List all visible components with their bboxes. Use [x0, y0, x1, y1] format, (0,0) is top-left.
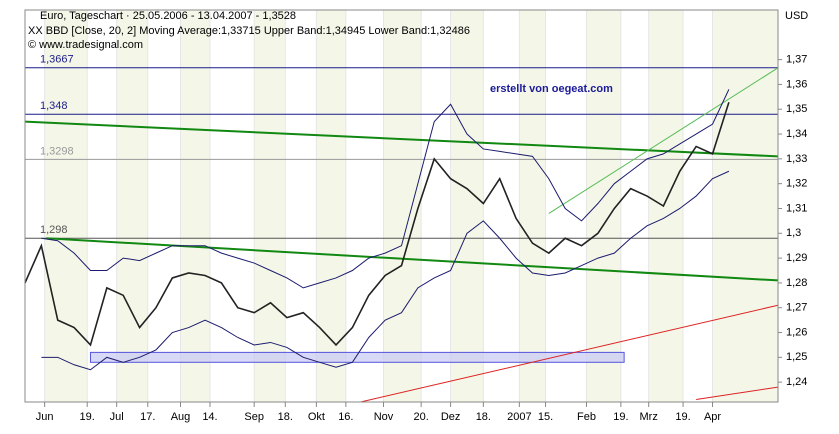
range-box	[89, 351, 625, 363]
stripe	[254, 10, 286, 402]
x-tick-label: Aug	[171, 411, 191, 423]
y-tick-label: 1,26	[786, 326, 807, 338]
trendline	[696, 386, 779, 401]
subtitle: XX BBD [Close, 20, 2] Moving Average:1,3…	[28, 25, 470, 37]
x-tick-label: Jul	[110, 411, 124, 423]
x-tick-label: Jun	[36, 411, 54, 423]
x-tick-label: 18.	[278, 411, 293, 423]
stripe	[345, 10, 384, 402]
stripe	[147, 10, 181, 402]
stripe	[683, 10, 713, 402]
stripe	[519, 10, 546, 402]
x-tick-label: 19.	[80, 411, 95, 423]
stripe	[44, 10, 88, 402]
x-tick-label: Nov	[374, 411, 394, 423]
trendline	[360, 304, 779, 403]
y-tick-label: 1,24	[786, 376, 807, 388]
trendline	[46, 237, 779, 282]
y-tick-label: 1,32	[786, 178, 807, 190]
stripe	[116, 10, 148, 402]
stripe	[209, 10, 255, 402]
x-tick-label: 16.	[338, 411, 353, 423]
stripe	[285, 10, 317, 402]
y-tick-label: 1,27	[786, 302, 807, 314]
x-tick-label: Apr	[704, 411, 721, 423]
level-label: 1,3667	[40, 54, 74, 66]
x-tick-label: 15.	[538, 411, 553, 423]
plot: 1,3667 1,348 1,3298 1,298	[24, 10, 782, 407]
series-line	[41, 89, 730, 289]
stripes	[25, 10, 778, 402]
y-tick-label: 1,34	[786, 128, 807, 140]
x-tick-label: Dez	[441, 411, 461, 423]
stripe	[648, 10, 684, 402]
x-tick-label: Okt	[308, 411, 325, 423]
stripe	[383, 10, 422, 402]
y-tick-label: 1,29	[786, 252, 807, 264]
chart-title: Euro, Tageschart · 25.05.2006 - 13.04.20…	[40, 10, 296, 22]
series-line	[41, 170, 730, 371]
y-tick-label: 1,37	[786, 54, 807, 66]
trendline	[24, 120, 779, 158]
y-axis-label: USD	[785, 10, 808, 22]
x-tick-label: 20.	[413, 411, 428, 423]
plot-frame	[24, 9, 779, 403]
stripe	[620, 10, 649, 402]
y-tick-label: 1,3	[786, 227, 801, 239]
stripe	[712, 10, 778, 402]
level-label: 1,298	[40, 224, 68, 236]
y-tick-label: 1,28	[786, 277, 807, 289]
stripe	[316, 10, 346, 402]
y-tick-label: 1,33	[786, 153, 807, 165]
stripe	[586, 10, 621, 402]
y-tick-label: 1,35	[786, 103, 807, 115]
x-tick-label: 18.	[476, 411, 491, 423]
x-tick-label: 14.	[202, 411, 217, 423]
level-label: 1,3298	[40, 145, 74, 157]
stripe	[545, 10, 587, 402]
x-tick-label: Feb	[577, 411, 596, 423]
stripe	[25, 10, 45, 402]
source: © www.tradesignal.com	[28, 39, 143, 51]
y-tick-label: 1,25	[786, 351, 807, 363]
x-tick-label: 19.	[675, 411, 690, 423]
y-tick-label: 1,36	[786, 78, 807, 90]
x-tick-label: 2007	[507, 411, 531, 423]
stripe	[450, 10, 484, 402]
x-tick-label: 19.	[613, 411, 628, 423]
annotation: erstellt von oegeat.com	[490, 83, 613, 95]
stripe	[180, 10, 210, 402]
series-line	[24, 102, 730, 347]
stripe	[421, 10, 451, 402]
stripe	[483, 10, 520, 402]
y-tick-label: 1,31	[786, 202, 807, 214]
x-tick-label: Mrz	[640, 411, 658, 423]
x-tick-label: Sep	[244, 411, 264, 423]
trendline	[548, 67, 779, 214]
level-label: 1,348	[40, 100, 68, 112]
x-tick-label: 17.	[140, 411, 155, 423]
